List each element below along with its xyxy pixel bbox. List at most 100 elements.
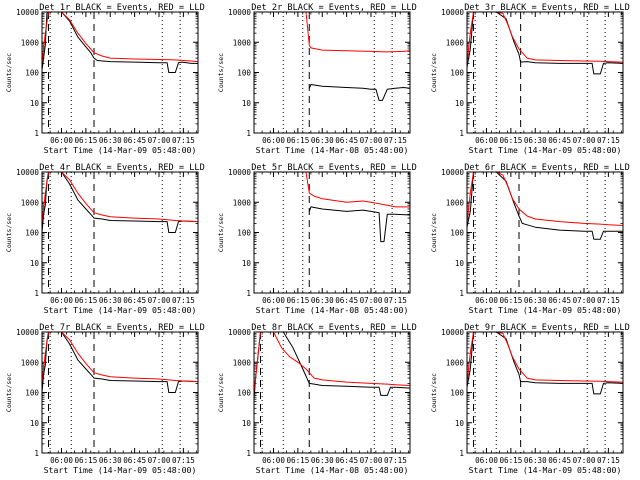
x-tick-label: 06:30 [524, 136, 547, 145]
y-tick-label: 10 [242, 259, 252, 268]
events-series-line [41, 11, 198, 73]
x-axis-label: Start Time (14-Mar-09 05:48:00) [469, 305, 622, 315]
x-tick-label: 06:30 [99, 296, 122, 305]
y-tick-label: 1000 [233, 198, 252, 207]
detector-panel: Det 8r BLACK = Events, RED = LLD Counts/s… [217, 323, 417, 475]
y-tick-label: 1000 [21, 38, 40, 47]
panel-title: Det 9r BLACK = Events, RED = LLD [464, 323, 630, 333]
events-series-line [466, 11, 624, 75]
detector-panel: Det 1r BLACK = Events, RED = LLD Counts/s… [5, 3, 205, 155]
x-tick-label: 06:15 [499, 136, 522, 145]
y-tick-label: 10 [30, 259, 40, 268]
y-tick-label: 100 [25, 69, 39, 78]
x-tick-label: 06:00 [262, 296, 285, 305]
y-tick-label: 100 [450, 69, 464, 78]
detector-panel: Det 7r BLACK = Events, RED = LLD Counts/s… [5, 323, 205, 475]
detector-panel: Det 5r BLACK = Events, RED = LLD Counts/s… [217, 163, 417, 315]
x-tick-label: 06:00 [50, 296, 73, 305]
x-tick-label: 07:00 [360, 456, 383, 465]
x-tick-label: 06:45 [335, 296, 358, 305]
x-tick-label: 06:45 [123, 456, 146, 465]
plot-frame [466, 11, 624, 134]
plot-frame [41, 171, 199, 294]
detector-panel: Det 9r BLACK = Events, RED = LLD Counts/s… [430, 323, 630, 475]
y-tick-label: 10000 [16, 8, 39, 17]
panel-title: Det 2r BLACK = Events, RED = LLD [251, 3, 417, 13]
panel-title: Det 4r BLACK = Events, RED = LLD [39, 163, 205, 173]
x-tick-label: 07:00 [360, 136, 383, 145]
x-tick-label: 06:00 [475, 136, 498, 145]
y-tick-label: 1000 [446, 358, 465, 367]
panel-title: Det 6r BLACK = Events, RED = LLD [464, 163, 630, 173]
y-tick-label: 10000 [16, 168, 39, 177]
y-tick-label: 1000 [233, 38, 252, 47]
y-tick-label: 1 [246, 289, 251, 298]
y-axis-label: Counts/sec [5, 53, 13, 92]
x-tick-label: 07:00 [148, 296, 171, 305]
lld-series-line [254, 171, 410, 208]
events-series-line [253, 331, 411, 400]
events-series-line [308, 206, 411, 243]
y-tick-label: 1 [34, 289, 39, 298]
y-tick-label: 10 [455, 419, 465, 428]
panel-title: Det 8r BLACK = Events, RED = LLD [251, 323, 417, 333]
plot-frame [466, 171, 624, 294]
x-tick-label: 07:00 [573, 136, 596, 145]
y-tick-label: 100 [237, 229, 251, 238]
lld-series-line [41, 331, 199, 384]
x-axis-label: Start Time (14-Mar-09 05:48:00) [469, 465, 622, 475]
x-axis-label: Start Time (14-Mar-09 05:48:00) [44, 465, 197, 475]
x-tick-label: 06:30 [99, 456, 122, 465]
x-tick-label: 07:00 [573, 456, 596, 465]
x-tick-label: 07:00 [360, 296, 383, 305]
y-tick-label: 100 [237, 69, 251, 78]
x-tick-label: 06:30 [524, 296, 547, 305]
y-tick-label: 1 [246, 449, 251, 458]
x-axis-label: Start Time (14-Mar-08 05:48:00) [256, 465, 409, 475]
panel-title: Det 7r BLACK = Events, RED = LLD [39, 323, 205, 333]
lld-series-line [41, 11, 199, 64]
x-tick-label: 07:15 [384, 136, 407, 145]
x-tick-label: 06:45 [123, 296, 146, 305]
plot-frame [41, 11, 199, 134]
events-series-line [466, 171, 623, 240]
x-axis-label: Start Time (14-Mar-09 05:48:00) [44, 305, 197, 315]
plot-frame [253, 331, 411, 454]
y-tick-label: 100 [237, 389, 251, 398]
y-tick-label: 100 [450, 389, 464, 398]
y-tick-label: 10 [30, 99, 40, 108]
x-tick-label: 06:30 [311, 296, 334, 305]
panel-title: Det 5r BLACK = Events, RED = LLD [251, 163, 417, 173]
detector-panel: Det 2r BLACK = Events, RED = LLD Counts/s… [217, 3, 417, 155]
y-tick-label: 10 [455, 99, 465, 108]
lld-series-line [253, 331, 411, 393]
x-axis-label: Start Time (14-Mar-09 05:48:00) [469, 145, 622, 155]
y-axis-label: Counts/sec [5, 213, 13, 252]
x-tick-label: 07:15 [384, 456, 407, 465]
events-series-line [41, 331, 199, 393]
x-tick-label: 07:15 [172, 456, 195, 465]
x-tick-label: 06:15 [74, 136, 97, 145]
y-tick-label: 100 [450, 229, 464, 238]
y-tick-label: 100 [25, 389, 39, 398]
y-tick-label: 10000 [441, 8, 464, 17]
y-tick-label: 1 [34, 129, 39, 138]
x-axis-label: Start Time (14-Mar-08 05:48:00) [256, 145, 409, 155]
y-tick-label: 1 [459, 129, 464, 138]
lld-series-line [466, 171, 624, 226]
x-tick-label: 06:00 [475, 456, 498, 465]
panel-title: Det 3r BLACK = Events, RED = LLD [464, 3, 630, 13]
y-tick-label: 1000 [233, 358, 252, 367]
x-tick-label: 06:00 [50, 456, 73, 465]
detector-panel: Det 6r BLACK = Events, RED = LLD Counts/s… [430, 163, 630, 315]
y-tick-label: 10 [242, 99, 252, 108]
x-tick-label: 06:00 [475, 296, 498, 305]
x-tick-label: 06:30 [524, 456, 547, 465]
x-tick-label: 07:00 [573, 296, 596, 305]
y-tick-label: 1 [34, 449, 39, 458]
y-tick-label: 10000 [441, 168, 464, 177]
y-axis-label: Counts/sec [217, 53, 225, 92]
x-tick-label: 06:45 [335, 456, 358, 465]
x-tick-label: 06:15 [499, 456, 522, 465]
